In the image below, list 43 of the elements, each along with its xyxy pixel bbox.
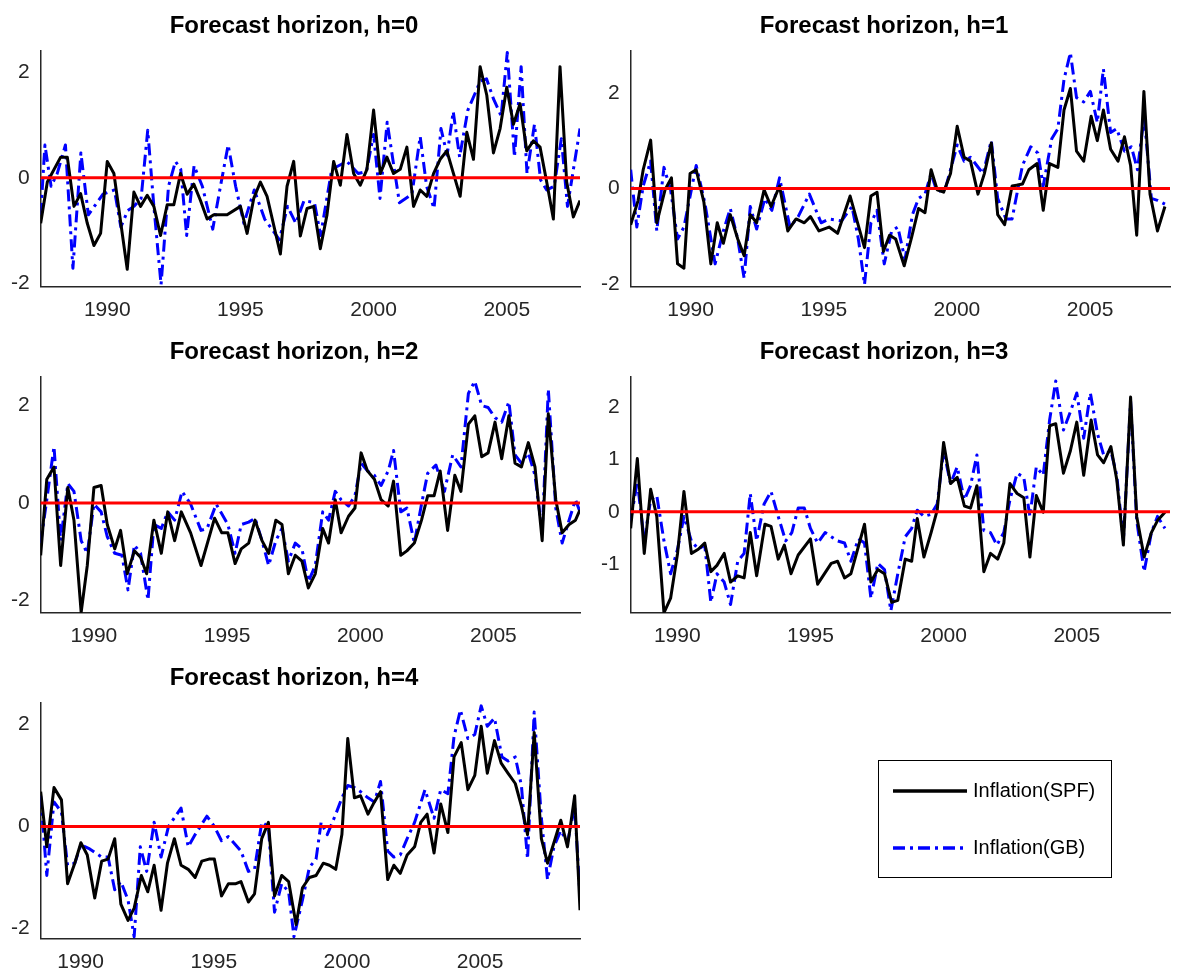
x-tick-label: 1995 — [800, 297, 848, 321]
y-tick-label: 0 — [607, 498, 620, 522]
y-tick-label: 0 — [17, 164, 30, 188]
y-tick-label: 2 — [17, 58, 30, 82]
x-tick-label: 1995 — [190, 949, 238, 973]
x-tick-label: 2005 — [483, 297, 531, 321]
y-tick-label: -2 — [10, 270, 30, 294]
y-tick-label: -2 — [10, 915, 30, 939]
x-tick-label: 2000 — [933, 297, 981, 321]
y-tick-label: -2 — [10, 587, 30, 611]
chart-title: Forecast horizon, h=3 — [759, 337, 1009, 365]
legend-label: Inflation(GB) — [973, 836, 1086, 859]
x-tick-label: 1990 — [83, 297, 131, 321]
x-tick-label: 1990 — [653, 623, 701, 647]
x-tick-label: 2005 — [1066, 297, 1114, 321]
chart-title: Forecast horizon, h=2 — [169, 337, 419, 365]
y-tick-label: 0 — [17, 489, 30, 513]
y-tick-label: 2 — [17, 392, 30, 416]
chart-title: Forecast horizon, h=1 — [759, 11, 1009, 39]
x-tick-label: 2000 — [350, 297, 397, 321]
y-tick-label: 2 — [607, 394, 620, 418]
y-tick-label: -1 — [600, 550, 620, 574]
x-tick-label: 2005 — [456, 949, 504, 973]
x-tick-label: 2000 — [336, 623, 384, 647]
x-tick-label: 1990 — [57, 949, 104, 973]
y-tick-label: 2 — [17, 711, 30, 735]
x-tick-label: 2000 — [323, 949, 371, 973]
y-tick-label: 0 — [17, 813, 30, 837]
x-tick-label: 1990 — [70, 623, 118, 647]
x-tick-label: 2005 — [1053, 623, 1101, 647]
x-tick-label: 2005 — [470, 623, 517, 647]
x-tick-label: 1995 — [217, 297, 264, 321]
x-tick-label: 1995 — [787, 623, 834, 647]
x-tick-label: 2000 — [920, 623, 967, 647]
y-tick-label: -2 — [600, 270, 620, 294]
y-tick-label: 1 — [607, 446, 620, 470]
chart-title: Forecast horizon, h=0 — [169, 11, 419, 39]
y-tick-label: 2 — [607, 79, 620, 103]
x-tick-label: 1995 — [203, 623, 251, 647]
chart-title: Forecast horizon, h=4 — [169, 663, 420, 691]
y-tick-label: 0 — [607, 175, 620, 199]
legend-label: Inflation(SPF) — [973, 779, 1096, 802]
x-tick-label: 1990 — [667, 297, 714, 321]
